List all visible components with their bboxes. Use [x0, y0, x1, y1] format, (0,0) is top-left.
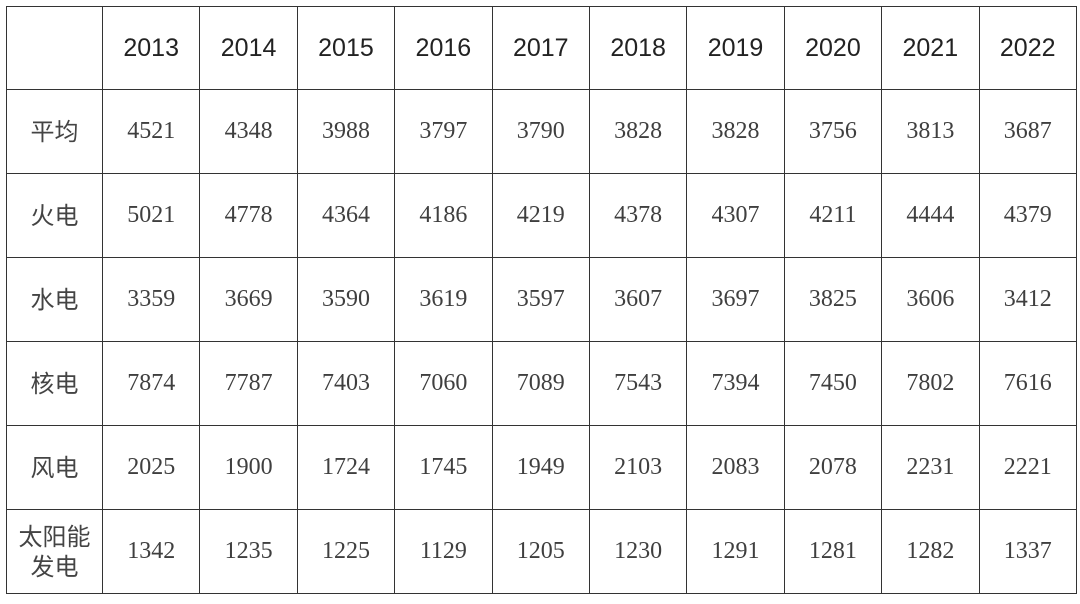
value-cell: 1342: [101, 509, 201, 594]
value-cell: 7802: [881, 341, 980, 426]
value-cell: 7787: [199, 341, 298, 426]
value-cell: 3687: [978, 89, 1077, 174]
value-cell: 4186: [394, 173, 493, 258]
value-cell: 3797: [394, 89, 493, 174]
value-cell: 2083: [686, 425, 785, 510]
value-cell: 3590: [296, 257, 396, 342]
value-cell: 3619: [394, 257, 493, 342]
table-row: 风电 2025 1900 1724 1745 1949 2103 2083 2078 2231 22…: [6, 425, 1077, 510]
value-cell: 4348: [199, 89, 298, 174]
value-cell: 3359: [101, 257, 201, 342]
value-cell: 1282: [881, 509, 980, 594]
value-cell: 1281: [783, 509, 883, 594]
row-label-cell: 平均: [6, 89, 103, 174]
header-year: 2014: [199, 6, 298, 90]
value-cell: 2231: [881, 425, 980, 510]
value-cell: 3988: [296, 89, 396, 174]
value-cell: 4521: [101, 89, 201, 174]
value-cell: 2078: [783, 425, 883, 510]
value-cell: 2221: [978, 425, 1077, 510]
value-cell: 2103: [588, 425, 688, 510]
row-label-cell: 水电: [6, 257, 103, 342]
row-label-cell: 核电: [6, 341, 103, 426]
value-cell: 7403: [296, 341, 396, 426]
table-row: 火电 5021 4778 4364 4186 4219 4378 4307 4211 4444 43…: [6, 173, 1077, 258]
value-cell: 1205: [491, 509, 590, 594]
value-cell: 4778: [199, 173, 298, 258]
row-label-cell: 风电: [6, 425, 103, 510]
value-cell: 1900: [199, 425, 298, 510]
table-row: 平均 4521 4348 3988 3797 3790 3828 3828 3756 3813 36…: [6, 89, 1077, 174]
table-row: 水电 3359 3669 3590 3619 3597 3607 3697 3825 3606 34…: [6, 257, 1077, 342]
value-cell: 7543: [588, 341, 688, 426]
value-cell: 1337: [978, 509, 1077, 594]
header-year: 2016: [394, 6, 493, 90]
value-cell: 4364: [296, 173, 396, 258]
value-cell: 3597: [491, 257, 590, 342]
row-label-cell: 太阳能 发电: [6, 509, 103, 594]
value-cell: 3412: [978, 257, 1077, 342]
value-cell: 3813: [881, 89, 980, 174]
value-cell: 1949: [491, 425, 590, 510]
value-cell: 3606: [881, 257, 980, 342]
value-cell: 7616: [978, 341, 1077, 426]
value-cell: 1724: [296, 425, 396, 510]
value-cell: 4307: [686, 173, 785, 258]
value-cell: 3828: [686, 89, 785, 174]
value-cell: 3607: [588, 257, 688, 342]
table-body: 平均 4521 4348 3988 3797 3790 3828 3828 3756 3813 36…: [6, 89, 1077, 594]
value-cell: 4378: [588, 173, 688, 258]
value-cell: 3756: [783, 89, 883, 174]
table-row: 太阳能 发电 1342 1235 1225 1129 1205 1230 1291 1281 128…: [6, 509, 1077, 594]
value-cell: 7874: [101, 341, 201, 426]
value-cell: 4211: [783, 173, 883, 258]
data-table: 2013 2014 2015 2016 2017 2018 2019 2020 …: [6, 6, 1077, 594]
value-cell: 1129: [394, 509, 493, 594]
value-cell: 3697: [686, 257, 785, 342]
value-cell: 3825: [783, 257, 883, 342]
value-cell: 3790: [491, 89, 590, 174]
header-year: 2022: [978, 6, 1077, 90]
header-year: 2017: [491, 6, 590, 90]
value-cell: 4379: [978, 173, 1077, 258]
value-cell: 4219: [491, 173, 590, 258]
value-cell: 3828: [588, 89, 688, 174]
value-cell: 7089: [491, 341, 590, 426]
value-cell: 1291: [686, 509, 785, 594]
value-cell: 7450: [783, 341, 883, 426]
header-corner-cell: [6, 6, 103, 90]
value-cell: 1235: [199, 509, 298, 594]
header-year: 2018: [588, 6, 688, 90]
value-cell: 7060: [394, 341, 493, 426]
table-row: 核电 7874 7787 7403 7060 7089 7543 7394 7450 7802 76…: [6, 341, 1077, 426]
value-cell: 5021: [101, 173, 201, 258]
header-year: 2021: [881, 6, 980, 90]
header-year: 2015: [296, 6, 396, 90]
value-cell: 1225: [296, 509, 396, 594]
header-year: 2019: [686, 6, 785, 90]
row-label-line: 发电: [30, 552, 79, 581]
header-row: 2013 2014 2015 2016 2017 2018 2019 2020 …: [6, 6, 1077, 90]
value-cell: 1745: [394, 425, 493, 510]
value-cell: 2025: [101, 425, 201, 510]
row-label-line: 太阳能: [18, 522, 91, 551]
value-cell: 1230: [588, 509, 688, 594]
value-cell: 4444: [881, 173, 980, 258]
value-cell: 3669: [199, 257, 298, 342]
row-label-cell: 火电: [6, 173, 103, 258]
value-cell: 7394: [686, 341, 785, 426]
header-year: 2013: [101, 6, 201, 90]
header-year: 2020: [783, 6, 883, 90]
